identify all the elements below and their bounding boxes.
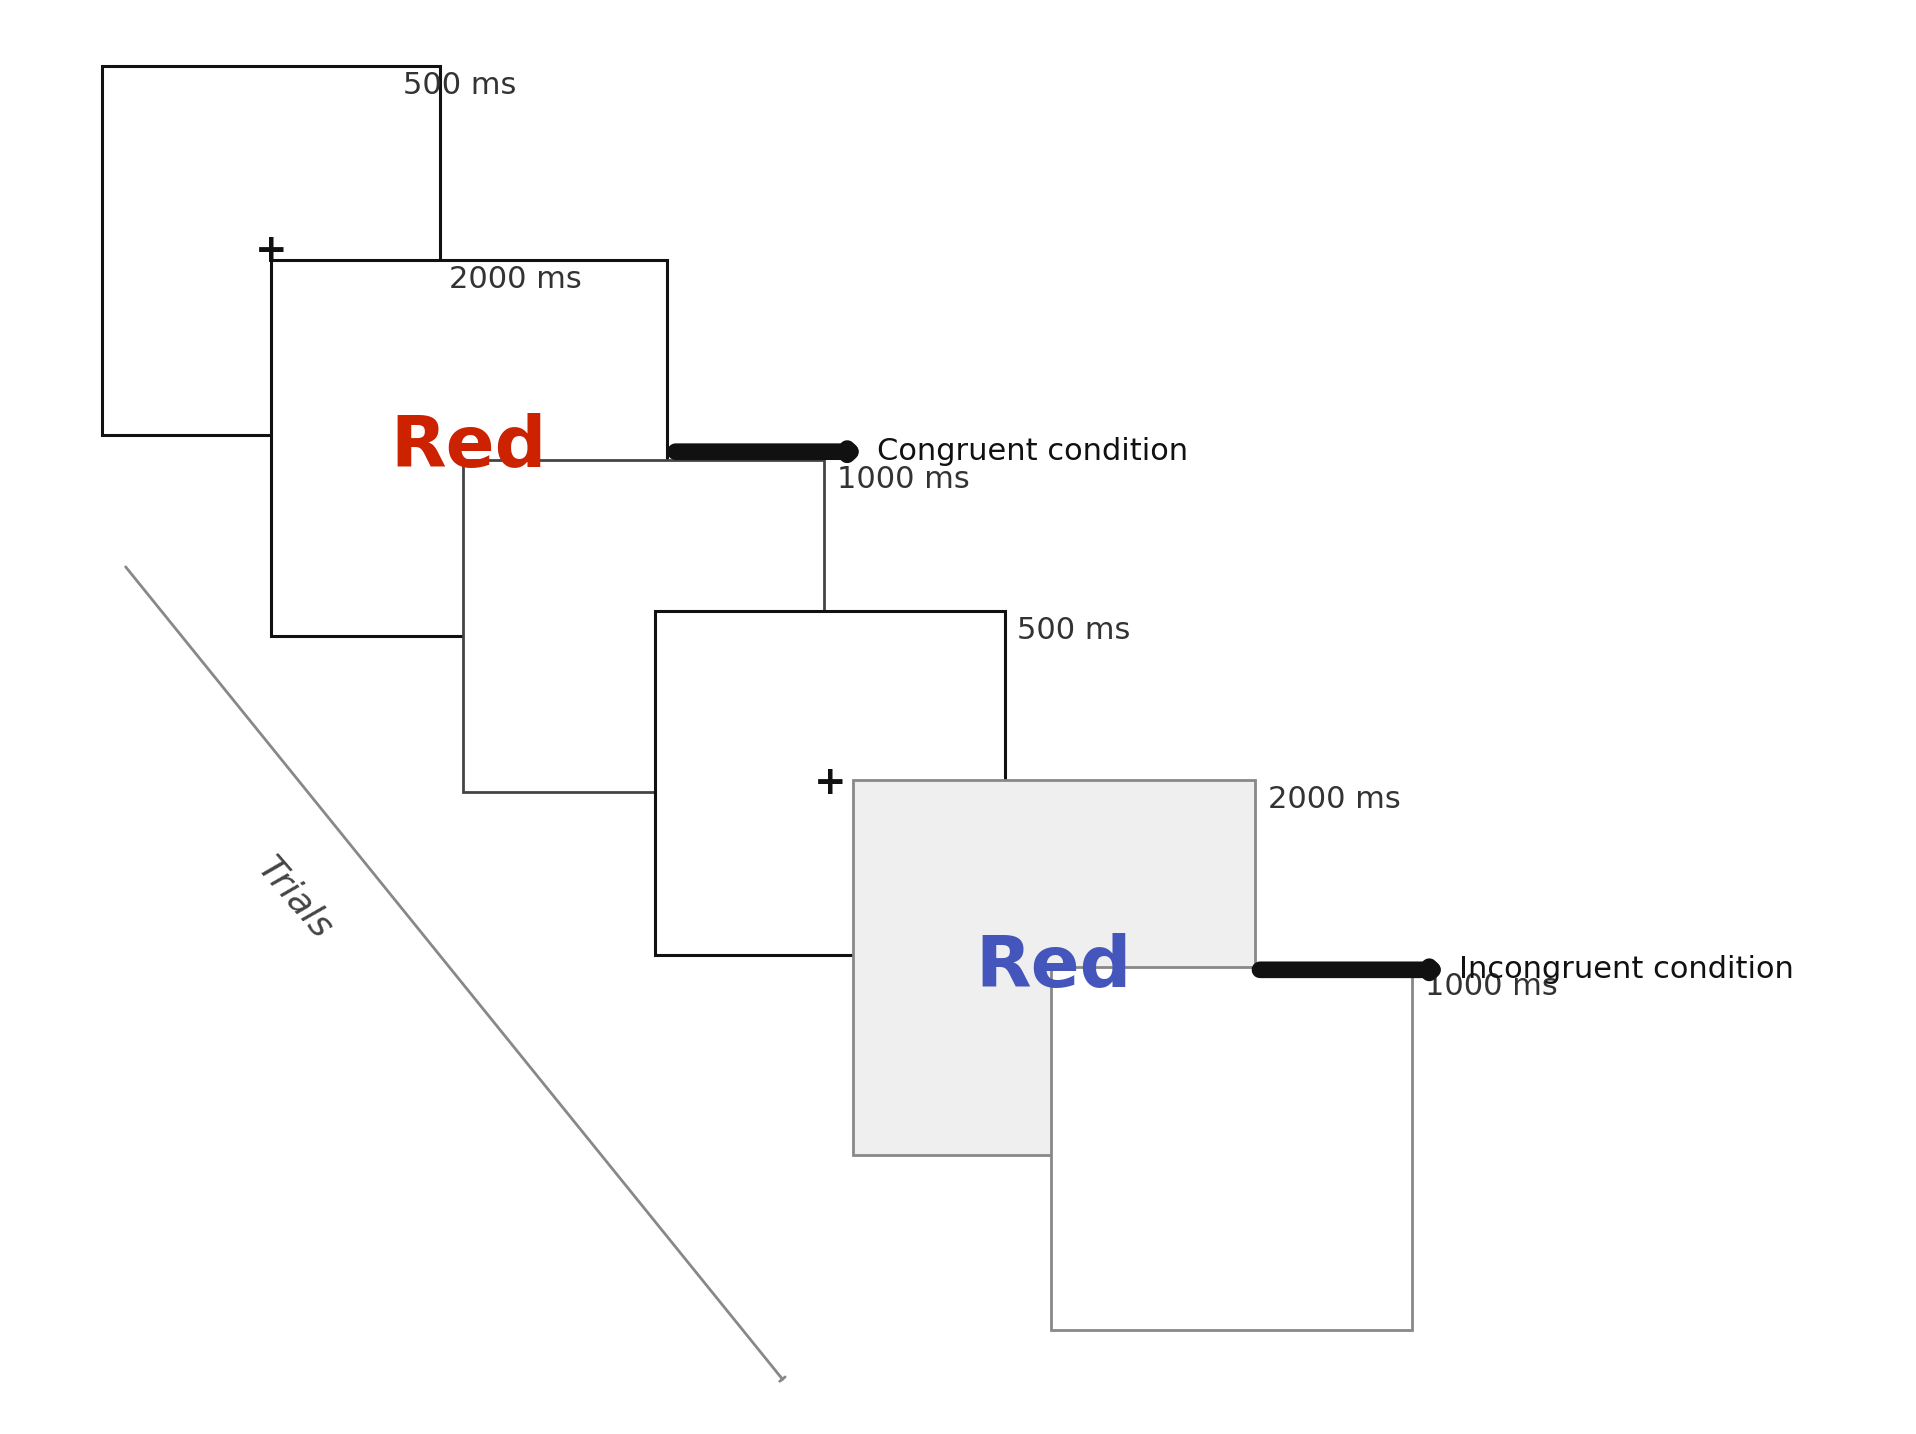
Bar bbox=[464, 460, 824, 792]
Text: 2000 ms: 2000 ms bbox=[448, 265, 582, 294]
Text: Red: Red bbox=[975, 932, 1132, 1002]
Text: Congruent condition: Congruent condition bbox=[876, 437, 1188, 466]
Bar bbox=[102, 66, 441, 436]
Text: +: + bbox=[814, 764, 847, 802]
Bar bbox=[655, 611, 1004, 955]
Text: Incongruent condition: Incongruent condition bbox=[1458, 955, 1793, 984]
Text: 500 ms: 500 ms bbox=[1017, 615, 1130, 645]
Text: Red: Red bbox=[391, 413, 548, 482]
Text: Trials: Trials bbox=[251, 852, 339, 945]
Text: 500 ms: 500 ms bbox=[402, 72, 515, 100]
Bar bbox=[272, 260, 667, 635]
Bar bbox=[1052, 968, 1412, 1331]
Text: 1000 ms: 1000 ms bbox=[837, 466, 969, 495]
Text: 1000 ms: 1000 ms bbox=[1426, 972, 1558, 1001]
Text: 2000 ms: 2000 ms bbox=[1268, 784, 1401, 813]
Text: +: + bbox=[255, 232, 287, 270]
Bar bbox=[853, 780, 1255, 1154]
